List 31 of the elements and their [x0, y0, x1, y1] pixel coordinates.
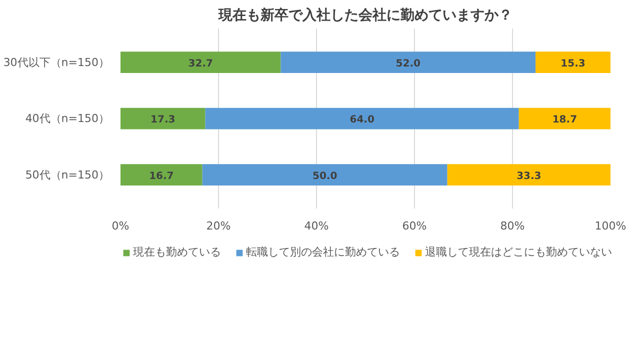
bar — [120, 164, 202, 186]
bar — [518, 108, 610, 130]
bar — [120, 108, 206, 130]
data-label: 17.3 — [150, 114, 176, 126]
data-label: 16.7 — [149, 170, 174, 182]
x-tick-label: 60% — [402, 220, 427, 232]
data-label: 64.0 — [350, 114, 374, 126]
bar — [447, 164, 610, 186]
data-label: 32.7 — [188, 58, 213, 70]
bar — [120, 52, 281, 73]
data-label: 33.3 — [516, 170, 542, 182]
legend-label: 退職して現在はどこにも勤めていない — [425, 244, 612, 260]
data-label: 52.0 — [396, 58, 421, 70]
x-tick-label: 0% — [112, 220, 130, 232]
bar — [536, 52, 610, 73]
legend-label: 現在も勤めている — [133, 244, 221, 260]
y-tick-label: 30代以下（n=150） — [3, 56, 110, 69]
data-label: 50.0 — [312, 170, 338, 182]
x-tick-label: 80% — [500, 220, 525, 232]
x-tick-label: 20% — [206, 220, 231, 232]
x-tick-label: 40% — [304, 220, 329, 232]
data-label: 15.3 — [560, 58, 586, 70]
bar — [205, 108, 519, 130]
y-tick-label: 50代（n=150） — [25, 168, 110, 182]
chart-title: 現在も新卒で入社した会社に勤めていますか？ — [218, 6, 512, 24]
legend-label: 転職して別の会社に勤めている — [246, 244, 400, 260]
bar — [280, 52, 536, 73]
x-tick-label: 100% — [594, 220, 626, 232]
y-tick-label: 40代（n=150） — [25, 112, 110, 125]
bar — [202, 164, 448, 186]
data-label: 18.7 — [552, 114, 578, 126]
